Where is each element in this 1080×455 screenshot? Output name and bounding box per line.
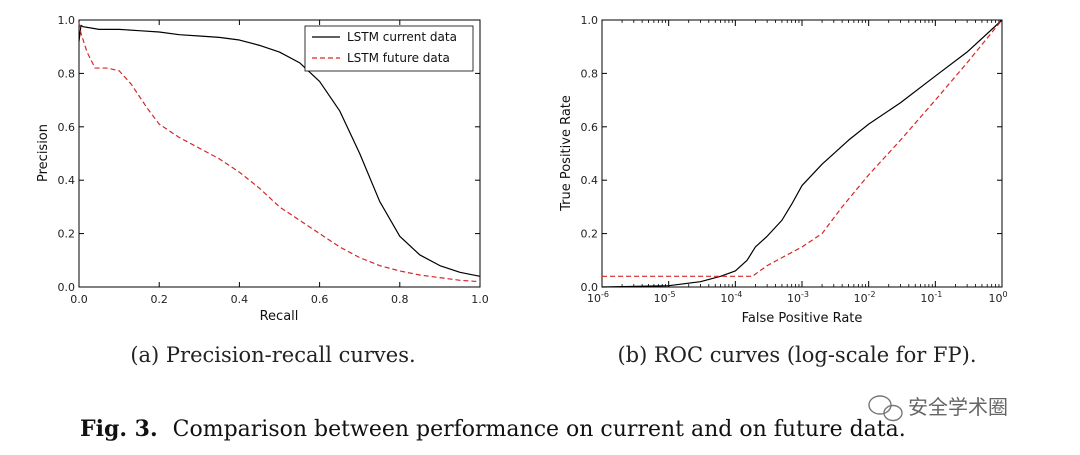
watermark-text: 安全学术圈	[908, 395, 1008, 419]
series-line-current	[78, 24, 481, 277]
y-axis-label: True Positive Rate	[559, 95, 574, 212]
precision-recall-chart: 0.0 0.2 0.4 0.6 0.8 1.0 0.0 0.2 0.4 0.6 0.8 1.0 Pre…	[36, 14, 489, 367]
watermark: 安全学术圈	[868, 395, 1008, 422]
legend: LSTM current data LSTM future data	[304, 25, 474, 72]
y-tick-label: 0.8	[581, 67, 599, 80]
panel-caption: (a) Precision-recall curves.	[130, 343, 415, 367]
wechat-icon	[868, 395, 903, 422]
figure-caption-text: Comparison between performance on curren…	[173, 417, 906, 442]
x-tick-label: 0.8	[391, 293, 409, 306]
roc-chart: 0.0 0.2 0.4 0.6 0.8 1.0 10-6 10-5 10-4 10-3 10-2 10…	[559, 14, 1008, 367]
x-tick-label: 100	[988, 290, 1007, 305]
plot-frame	[78, 19, 481, 288]
y-tick-label: 0.8	[58, 67, 76, 80]
x-tick-label: 0.0	[70, 293, 88, 306]
series-line-current	[601, 19, 1003, 288]
y-tick-label: 0.2	[58, 228, 76, 241]
panel-caption: (b) ROC curves (log-scale for FP).	[617, 343, 976, 367]
series-line-future	[602, 19, 1003, 277]
x-tick-label: 10-4	[720, 290, 742, 305]
x-tick-label: 10-3	[787, 290, 809, 305]
x-axis-label: Recall	[260, 309, 299, 324]
figure-caption: Fig. 3. Comparison between performance o…	[80, 416, 906, 442]
y-tick-label: 1.0	[58, 14, 76, 27]
y-tick-label: 1.0	[581, 14, 599, 27]
x-tick-label: 10-6	[587, 290, 609, 305]
x-tick-label: 0.4	[231, 293, 249, 306]
y-tick-label: 0.4	[58, 174, 76, 187]
x-tick-label: 0.2	[150, 293, 168, 306]
legend-label-future: LSTM future data	[347, 51, 450, 65]
legend-label-current: LSTM current data	[347, 30, 457, 44]
legend-box	[304, 25, 474, 72]
x-tick-label: 10-1	[920, 290, 942, 305]
series-line-future	[78, 22, 481, 283]
y-tick-label: 0.2	[581, 228, 599, 241]
x-tick-label: 10-2	[854, 290, 876, 305]
y-tick-label: 0.6	[58, 121, 76, 134]
x-tick-label: 1.0	[471, 293, 489, 306]
x-axis-label: False Positive Rate	[742, 311, 863, 326]
y-tick-label: 0.0	[58, 281, 76, 294]
y-tick-label: 0.4	[581, 174, 599, 187]
x-tick-label: 10-5	[654, 290, 676, 305]
y-tick-label: 0.6	[581, 121, 599, 134]
figure-caption-label: Fig. 3.	[80, 416, 158, 442]
y-tick-label: 0.0	[581, 281, 599, 294]
x-tick-label: 0.6	[311, 293, 329, 306]
y-axis-label: Precision	[36, 124, 51, 182]
